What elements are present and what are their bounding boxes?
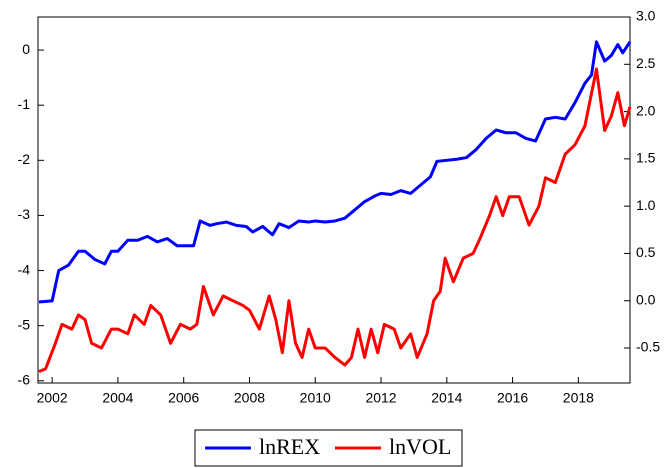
y-tick-label: -4 bbox=[18, 261, 31, 277]
x-tick-label: 2006 bbox=[168, 390, 199, 406]
x-tick-label: 2018 bbox=[563, 390, 594, 406]
x-tick-label: 2012 bbox=[365, 390, 396, 406]
legend-label: lnREX bbox=[259, 434, 320, 459]
y-tick-label: -2 bbox=[18, 151, 31, 167]
y-tick-label: -1 bbox=[18, 96, 31, 112]
y2-tick-label: 3.0 bbox=[636, 8, 656, 24]
y2-tick-label: 2.5 bbox=[636, 55, 656, 71]
x-tick-label: 2016 bbox=[497, 390, 528, 406]
y-tick-label: 0 bbox=[22, 41, 30, 57]
plot-frame bbox=[37, 16, 631, 384]
x-tick-label: 2002 bbox=[37, 390, 68, 406]
x-tick-label: 2008 bbox=[234, 390, 265, 406]
legend-label: lnVOL bbox=[389, 434, 451, 459]
y2-tick-label: 0.5 bbox=[636, 244, 656, 260]
series-line bbox=[38, 40, 632, 304]
x-tick-label: 2014 bbox=[431, 390, 462, 406]
y2-tick-label: 1.0 bbox=[636, 197, 656, 213]
y2-tick-label: 2.0 bbox=[636, 102, 656, 118]
y-tick-label: -5 bbox=[18, 316, 31, 332]
x-tick-label: 2010 bbox=[300, 390, 331, 406]
series-line bbox=[38, 67, 632, 374]
y2-tick-label: 1.5 bbox=[636, 150, 656, 166]
y2-tick-label: -0.5 bbox=[636, 339, 660, 355]
y-tick-label: -3 bbox=[18, 206, 31, 222]
y2-tick-label: 0.0 bbox=[636, 291, 656, 307]
x-tick-label: 2004 bbox=[102, 390, 133, 406]
y-tick-label: -6 bbox=[18, 371, 31, 387]
